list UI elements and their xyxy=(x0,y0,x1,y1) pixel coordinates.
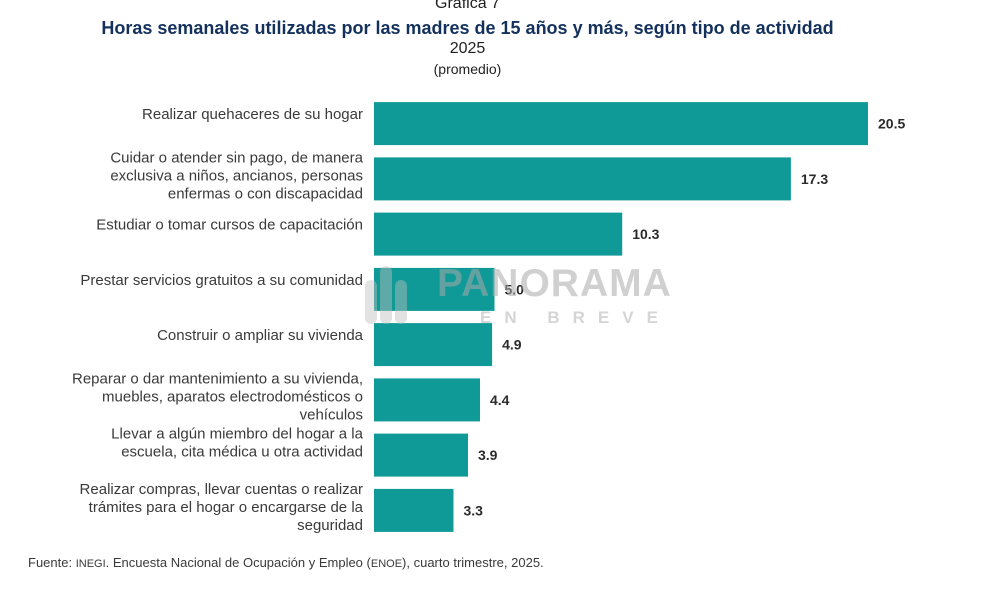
category-label-line: enfermas o con discapacidad xyxy=(168,185,363,202)
category-label-line: vehículos xyxy=(300,406,363,423)
value-label-2: 10.3 xyxy=(632,226,659,242)
category-label-5: Reparar o dar mantenimiento a su viviend… xyxy=(72,370,363,423)
category-label-line: Reparar o dar mantenimiento a su viviend… xyxy=(72,370,363,387)
source-acronym: ENOE xyxy=(370,558,403,570)
chart-unit: (promedio) xyxy=(433,61,502,77)
source-prefix: Fuente: xyxy=(28,555,76,570)
category-label-line: muebles, aparatos electrodomésticos o xyxy=(102,388,363,405)
category-label-line: Realizar compras, llevar cuentas o reali… xyxy=(80,481,363,498)
value-label-5: 4.4 xyxy=(490,392,510,408)
bar-0 xyxy=(374,102,868,146)
source-suffix: ), cuarto trimestre, 2025. xyxy=(402,555,544,570)
chart-title: Horas semanales utilizadas por las madre… xyxy=(101,18,834,38)
bar-4 xyxy=(374,323,493,367)
category-label-line: exclusiva a niños, ancianos, personas xyxy=(110,167,363,184)
category-label-line: Cuidar o atender sin pago, de manera xyxy=(110,149,363,166)
source-agency: INEGI xyxy=(75,558,106,570)
bar-6 xyxy=(374,433,468,477)
source-middle: . Encuesta Nacional de Ocupación y Emple… xyxy=(105,555,371,570)
value-label-0: 20.5 xyxy=(878,116,905,132)
category-label-line: trámites para el hogar o encargarse de l… xyxy=(89,499,364,516)
category-label-line: seguridad xyxy=(297,517,363,534)
category-label-0: Realizar quehaceres de su hogar xyxy=(142,106,363,123)
category-label-line: Llevar a algún miembro del hogar a la xyxy=(111,426,363,443)
category-label-line: Prestar servicios gratuitos a su comunid… xyxy=(80,272,363,289)
category-label-7: Realizar compras, llevar cuentas o reali… xyxy=(80,481,364,534)
category-label-1: Cuidar o atender sin pago, de manera excl… xyxy=(110,149,363,202)
chart-year: 2025 xyxy=(449,40,486,57)
value-label-1: 17.3 xyxy=(801,171,828,187)
chart-number: Gráfica 7 xyxy=(435,0,500,12)
value-label-3: 5.0 xyxy=(505,281,525,297)
category-label-line: Estudiar o tomar cursos de capacitación xyxy=(96,217,363,234)
bar-5 xyxy=(374,378,480,422)
category-label-4: Construir o ampliar su vivienda xyxy=(157,327,364,344)
bar-2 xyxy=(374,212,623,256)
category-label-6: Llevar a algún miembro del hogar a la esc… xyxy=(111,426,363,461)
source-note: Fuente: INEGI. Encuesta Nacional de Ocup… xyxy=(28,554,544,573)
bar-7 xyxy=(374,488,454,532)
value-label-7: 3.3 xyxy=(464,502,484,518)
category-label-line: Realizar quehaceres de su hogar xyxy=(142,106,363,123)
category-label-line: escuela, cita médica u otra actividad xyxy=(121,444,363,461)
value-label-6: 3.9 xyxy=(478,447,498,463)
value-label-4: 4.9 xyxy=(502,337,522,353)
category-label-2: Estudiar o tomar cursos de capacitación xyxy=(96,217,363,234)
bar-3 xyxy=(374,267,495,311)
category-label-3: Prestar servicios gratuitos a su comunid… xyxy=(80,272,363,289)
bar-1 xyxy=(374,157,791,201)
category-label-line: Construir o ampliar su vivienda xyxy=(157,327,364,344)
